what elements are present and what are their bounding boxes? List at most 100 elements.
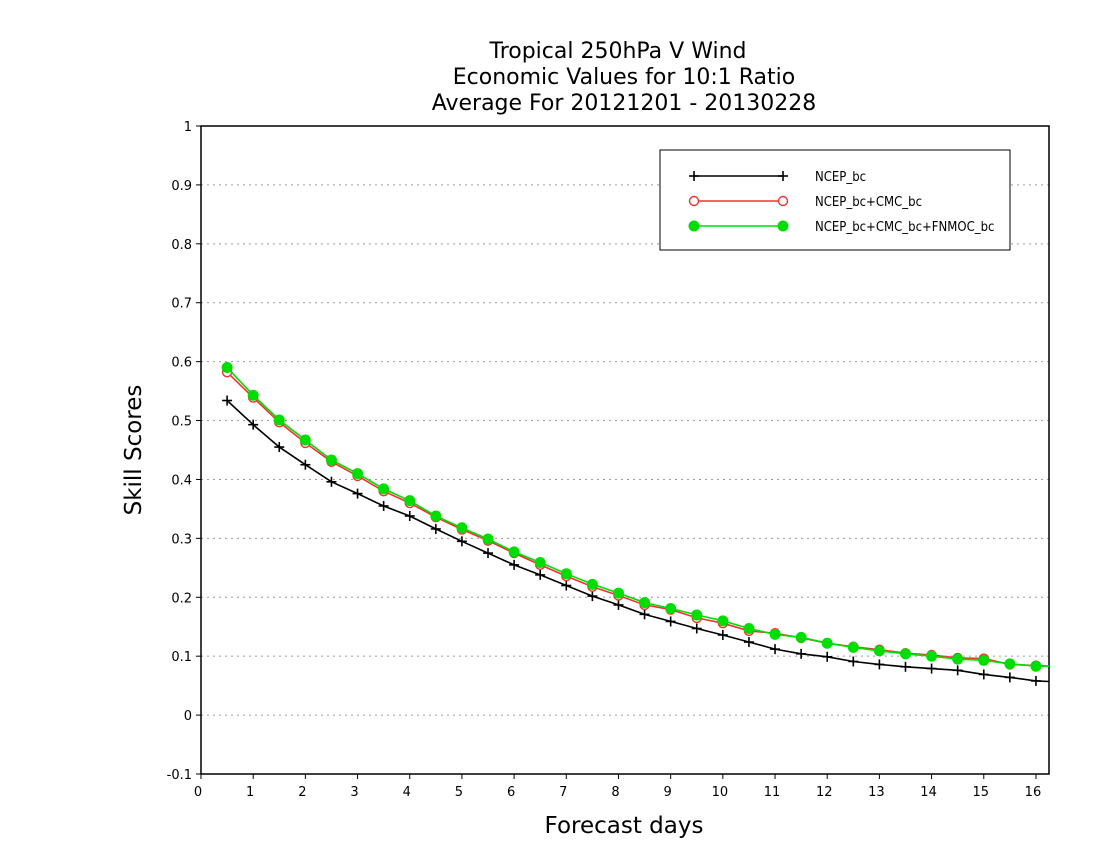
data-point xyxy=(561,580,572,591)
data-point xyxy=(535,569,546,580)
data-point xyxy=(978,669,989,680)
axis-ticks: -0.100.10.20.30.40.50.60.70.80.910 1 2 3 4 5 6… xyxy=(167,120,1042,800)
y-tick-label: 1 xyxy=(184,120,192,135)
x-tick-label: 12 xyxy=(816,785,833,800)
y-tick-label: 0.5 xyxy=(171,415,192,430)
data-point xyxy=(222,395,233,406)
legend-label: NCEP_bc+CMC_bc+FNMOC_bc xyxy=(815,220,994,235)
data-point xyxy=(274,442,285,453)
y-tick-label: 0.3 xyxy=(171,532,192,547)
data-point xyxy=(665,602,677,614)
data-point xyxy=(926,650,938,662)
plot-frame xyxy=(200,125,1050,775)
data-point xyxy=(221,362,233,374)
data-point xyxy=(821,637,833,649)
data-point xyxy=(770,644,781,655)
data-point xyxy=(1004,658,1016,670)
data-point xyxy=(952,653,964,665)
series-line xyxy=(226,366,1049,668)
data-point xyxy=(848,656,859,667)
data-point xyxy=(978,654,990,666)
data-point xyxy=(769,628,781,640)
y-tick-label: 0.7 xyxy=(171,297,192,312)
x-tick-label: 5 xyxy=(455,785,463,800)
data-point xyxy=(587,591,598,602)
data-point xyxy=(795,631,807,643)
y-tick-label: 0.4 xyxy=(171,473,192,488)
series-line xyxy=(226,399,1050,683)
data-point xyxy=(430,510,442,522)
x-tick-label: 7 xyxy=(559,785,567,800)
data-point xyxy=(248,419,259,430)
data-point xyxy=(378,500,389,511)
data-point xyxy=(1030,660,1042,672)
title-line-2: Economic Values for 10:1 Ratio xyxy=(453,65,795,90)
legend: NCEP_bc NCEP_bc+CMC_bc NCEP_bc+CMC_bc+FNMO… xyxy=(659,149,1011,251)
y-tick-label: -0.1 xyxy=(167,768,192,783)
data-point xyxy=(822,651,833,662)
data-point xyxy=(873,645,885,657)
y-tick-label: 0.2 xyxy=(171,591,192,606)
data-point xyxy=(665,616,676,627)
data-point xyxy=(482,533,494,545)
legend-items: NCEP_bc NCEP_bc+CMC_bc NCEP_bc+CMC_bc+FNMO… xyxy=(688,170,994,235)
series-2 xyxy=(221,367,1050,671)
legend-entry: NCEP_bc xyxy=(689,170,866,185)
data-point xyxy=(509,559,520,570)
x-tick-label: 6 xyxy=(507,785,515,800)
data-point xyxy=(926,663,937,674)
x-tick-label: 0 xyxy=(194,785,202,800)
data-point xyxy=(326,476,337,487)
data-point xyxy=(743,622,755,634)
data-point xyxy=(1030,675,1041,686)
x-tick-label: 11 xyxy=(764,785,781,800)
data-point xyxy=(560,568,572,580)
legend-marker xyxy=(688,195,700,207)
data-point xyxy=(456,522,468,534)
x-tick-label: 8 xyxy=(611,785,619,800)
legend-marker xyxy=(689,171,699,181)
data-point xyxy=(952,665,963,676)
data-point xyxy=(847,641,859,653)
data-point xyxy=(456,536,467,547)
data-point xyxy=(299,434,311,446)
data-point xyxy=(899,648,911,660)
series-layer xyxy=(221,362,1050,686)
title-line-3: Average For 20121201 - 20130228 xyxy=(432,91,817,116)
data-point xyxy=(483,548,494,559)
legend-marker xyxy=(688,220,700,232)
legend-label: NCEP_bc+CMC_bc xyxy=(815,195,922,210)
data-point xyxy=(247,389,259,401)
y-axis-title: Skill Scores xyxy=(121,385,147,516)
data-point xyxy=(613,599,624,610)
chart-title: Tropical 250hPa V Wind Economic Values f… xyxy=(432,39,817,116)
data-point xyxy=(404,495,416,507)
data-point xyxy=(352,488,363,499)
data-point xyxy=(717,629,728,640)
y-tick-label: 0 xyxy=(184,709,192,724)
data-point xyxy=(352,468,364,480)
data-point xyxy=(743,637,754,648)
series-3 xyxy=(221,362,1049,672)
data-point xyxy=(586,578,598,590)
legend-marker xyxy=(778,171,788,181)
gridlines xyxy=(201,184,1049,716)
data-point xyxy=(404,510,415,521)
legend-marker xyxy=(777,195,789,207)
legend-entry: NCEP_bc+CMC_bc+FNMOC_bc xyxy=(688,220,994,235)
series-1 xyxy=(222,395,1050,686)
x-tick-label: 1 xyxy=(246,785,254,800)
data-point xyxy=(430,523,441,534)
data-point xyxy=(1004,672,1015,683)
data-point xyxy=(300,459,311,470)
x-tick-label: 13 xyxy=(868,785,885,800)
x-tick-label: 2 xyxy=(298,785,306,800)
legend-box xyxy=(659,149,1011,251)
x-tick-label: 9 xyxy=(664,785,672,800)
x-tick-label: 4 xyxy=(403,785,411,800)
x-tick-label: 10 xyxy=(712,785,729,800)
data-point xyxy=(612,587,624,599)
y-tick-label: 0.1 xyxy=(171,650,192,665)
data-point xyxy=(508,546,520,558)
